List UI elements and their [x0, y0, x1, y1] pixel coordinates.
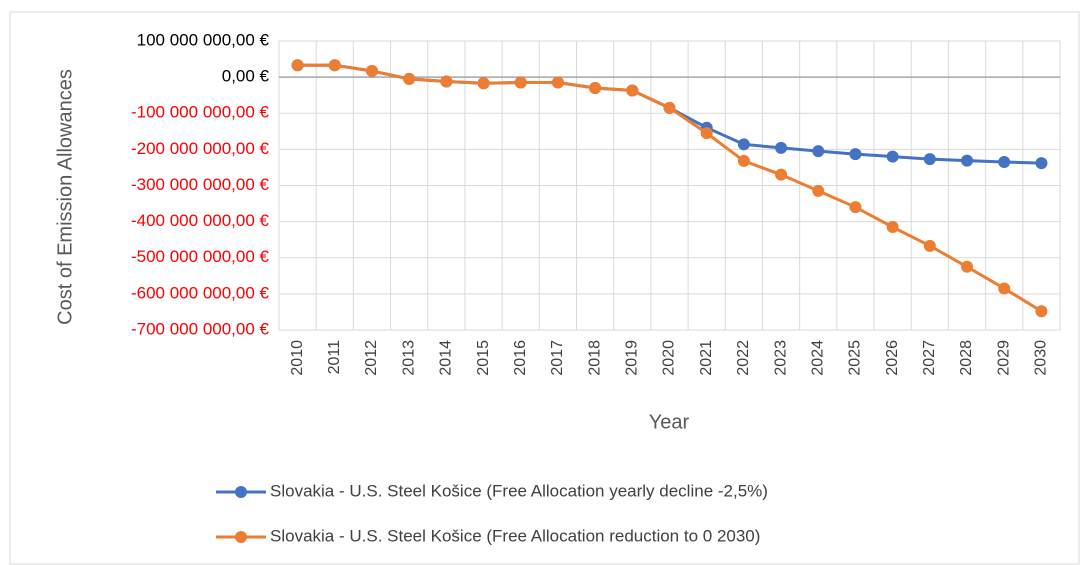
data-point [886, 221, 899, 234]
x-tick-label: 2022 [735, 340, 752, 376]
x-tick-label: 2026 [884, 340, 901, 376]
data-point [998, 156, 1011, 169]
data-point [291, 59, 304, 72]
data-point [365, 64, 378, 77]
x-tick-label: 2011 [326, 340, 343, 375]
x-tick-label: 2016 [512, 340, 529, 376]
x-tick-label: 2027 [921, 340, 938, 376]
data-point [923, 239, 936, 252]
x-tick-label: 2025 [847, 340, 864, 376]
y-tick-label: -200 000 000,00 € [131, 139, 270, 158]
data-point [775, 141, 788, 154]
y-tick-label: 100 000 000,00 € [137, 30, 270, 49]
x-tick-label: 2030 [1033, 340, 1050, 376]
data-point [440, 75, 453, 88]
data-point [403, 72, 416, 85]
data-point [626, 84, 639, 97]
data-point [775, 168, 788, 181]
legend-label: Slovakia - U.S. Steel Košice (Free Alloc… [270, 481, 768, 500]
data-point [1035, 305, 1048, 318]
y-tick-label: -100 000 000,00 € [131, 103, 270, 122]
x-tick-label: 2028 [958, 340, 975, 376]
x-tick-label: 2015 [475, 340, 492, 376]
x-tick-label: 2021 [698, 340, 715, 376]
data-point [849, 201, 862, 214]
legend-marker [235, 531, 247, 543]
data-point [812, 184, 825, 197]
data-point [812, 145, 825, 158]
x-tick-label: 2018 [586, 340, 603, 376]
data-point [998, 282, 1011, 295]
data-point [589, 81, 602, 94]
data-point [551, 76, 564, 89]
chart-frame [9, 11, 1080, 565]
y-axis-label: Cost of Emission Allowances [54, 69, 76, 325]
data-point [663, 101, 676, 114]
x-axis-label: Year [649, 411, 690, 433]
y-tick-label: -500 000 000,00 € [131, 247, 270, 266]
data-point [737, 154, 750, 167]
x-tick-label: 2020 [661, 340, 678, 376]
data-point [328, 59, 341, 72]
y-tick-label: -700 000 000,00 € [131, 319, 270, 338]
x-tick-label: 2023 [772, 340, 789, 376]
legend-label: Slovakia - U.S. Steel Košice (Free Alloc… [270, 526, 760, 545]
y-tick-label: 0,00 € [222, 67, 270, 86]
data-point [737, 138, 750, 151]
y-tick-label: -400 000 000,00 € [131, 211, 270, 230]
x-tick-label: 2013 [400, 340, 417, 376]
x-tick-label: 2014 [438, 340, 455, 376]
x-tick-label: 2029 [995, 340, 1012, 376]
y-tick-label: -600 000 000,00 € [131, 283, 270, 302]
data-point [961, 154, 974, 167]
data-point [477, 77, 490, 90]
data-point [886, 150, 899, 163]
x-tick-label: 2017 [549, 340, 566, 376]
data-point [1035, 157, 1048, 170]
x-tick-label: 2024 [809, 340, 826, 376]
data-point [961, 260, 974, 273]
data-point [514, 76, 527, 89]
y-tick-label: -300 000 000,00 € [131, 175, 270, 194]
legend-marker [235, 486, 247, 498]
data-point [700, 127, 713, 140]
x-tick-label: 2010 [289, 340, 306, 376]
x-tick-label: 2019 [624, 340, 641, 376]
data-point [849, 148, 862, 161]
x-tick-label: 2012 [363, 340, 380, 376]
data-point [923, 153, 936, 166]
